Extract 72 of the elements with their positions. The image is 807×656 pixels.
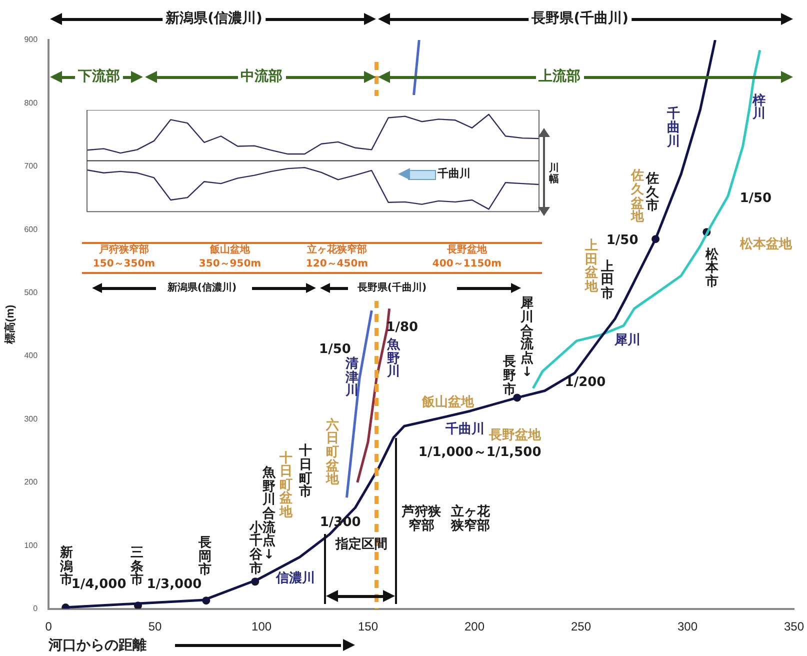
- annotation: 三条市: [130, 546, 144, 588]
- y-tick-label: 800: [24, 98, 38, 108]
- annotation: 千曲川: [445, 422, 484, 438]
- annotation: 小千谷市: [250, 520, 263, 576]
- annotation: 上田市: [600, 259, 614, 302]
- annotation: 長野盆地: [488, 428, 541, 443]
- annotation: 150～350m: [92, 258, 156, 270]
- annotation: 350～950m: [198, 258, 262, 270]
- annotation: 長野市: [503, 354, 516, 398]
- annotation: 佐久盆地: [630, 169, 644, 225]
- annotation: 立ヶ花狭窄部: [307, 244, 367, 256]
- y-tick-label: 0: [33, 604, 38, 614]
- annotation: 立ヶ花狭窄部: [450, 504, 491, 534]
- x-tick-label: 50: [148, 619, 162, 634]
- annotation: 中流部: [238, 68, 286, 84]
- annotation: 1/50: [606, 233, 638, 248]
- annotation: 1/50: [740, 191, 772, 206]
- annotation: 十日町盆地: [280, 450, 293, 520]
- annotation: 400～1150m: [432, 258, 502, 270]
- annotation: 犀川: [614, 334, 640, 349]
- annotation: 六日町盆地: [326, 418, 339, 488]
- annotation: 新潟県(信濃川): [167, 282, 237, 294]
- annotation: 松本盆地: [740, 236, 792, 252]
- annotation: 松本市: [705, 247, 718, 290]
- x-tick-label: 200: [464, 619, 485, 634]
- x-tick-label: 0: [45, 619, 52, 634]
- annotation: 飯山盆地: [422, 394, 474, 410]
- y-axis-title: 標高(m): [4, 304, 17, 345]
- annotation: 芦狩狭窄部: [400, 504, 442, 534]
- text: 長野県(千曲川): [528, 10, 632, 26]
- annotation: 犀川合流点↓: [520, 296, 534, 380]
- annotation: 飯山盆地: [210, 244, 250, 256]
- y-tick-label: 100: [24, 540, 38, 550]
- annotation: 1/200: [564, 375, 606, 390]
- y-tick-label: 400: [24, 351, 38, 360]
- annotation: 上田盆地: [585, 238, 598, 295]
- x-axis-title: 河口からの距離: [48, 636, 147, 652]
- text: 新潟県(信濃川): [162, 10, 266, 26]
- y-tick-label: 900: [24, 35, 38, 44]
- annotation: 指定区間: [336, 537, 388, 552]
- annotation: 清津川: [346, 356, 359, 399]
- annotation: 魚野川合流点↓: [262, 465, 276, 562]
- y-tick-label: 600: [24, 224, 38, 234]
- annotation: 新潟市: [60, 546, 74, 588]
- annotation: 千曲川: [667, 107, 680, 150]
- annotation: 信濃川: [276, 571, 315, 586]
- y-tick-label: 300: [24, 414, 38, 424]
- annotation: 梓川: [752, 92, 766, 122]
- x-tick-label: 150: [358, 619, 378, 634]
- annotation: 1/1,000～1/1,500: [418, 444, 542, 460]
- y-tick-label: 700: [24, 162, 38, 171]
- annotation: 長岡市: [198, 536, 212, 578]
- x-tick-label: 350: [784, 619, 804, 634]
- x-tick-label: 100: [252, 619, 272, 634]
- annotation: 千曲川: [438, 166, 470, 180]
- annotation: 戸狩狭窄部: [99, 244, 149, 256]
- annotation: 魚野川: [387, 338, 400, 380]
- annotation: 120～450m: [306, 258, 368, 270]
- annotation: 十日町市: [298, 444, 312, 500]
- annotation: 長野盆地: [447, 244, 487, 256]
- x-tick-label: 250: [570, 619, 592, 634]
- annotation: 下流部: [74, 68, 123, 84]
- y-tick-label: 500: [24, 288, 38, 298]
- annotation: 1/3,000: [146, 576, 202, 592]
- annotation: 佐久市: [646, 171, 659, 214]
- annotation: 川幅: [549, 163, 559, 185]
- y-tick-label: 200: [24, 478, 38, 487]
- annotation: 1/4,000: [71, 576, 126, 592]
- annotation: 長野県(千曲川): [357, 282, 427, 294]
- annotation: 1/50: [319, 342, 351, 358]
- annotation: 上流部: [536, 68, 584, 84]
- x-tick-label: 300: [677, 619, 698, 634]
